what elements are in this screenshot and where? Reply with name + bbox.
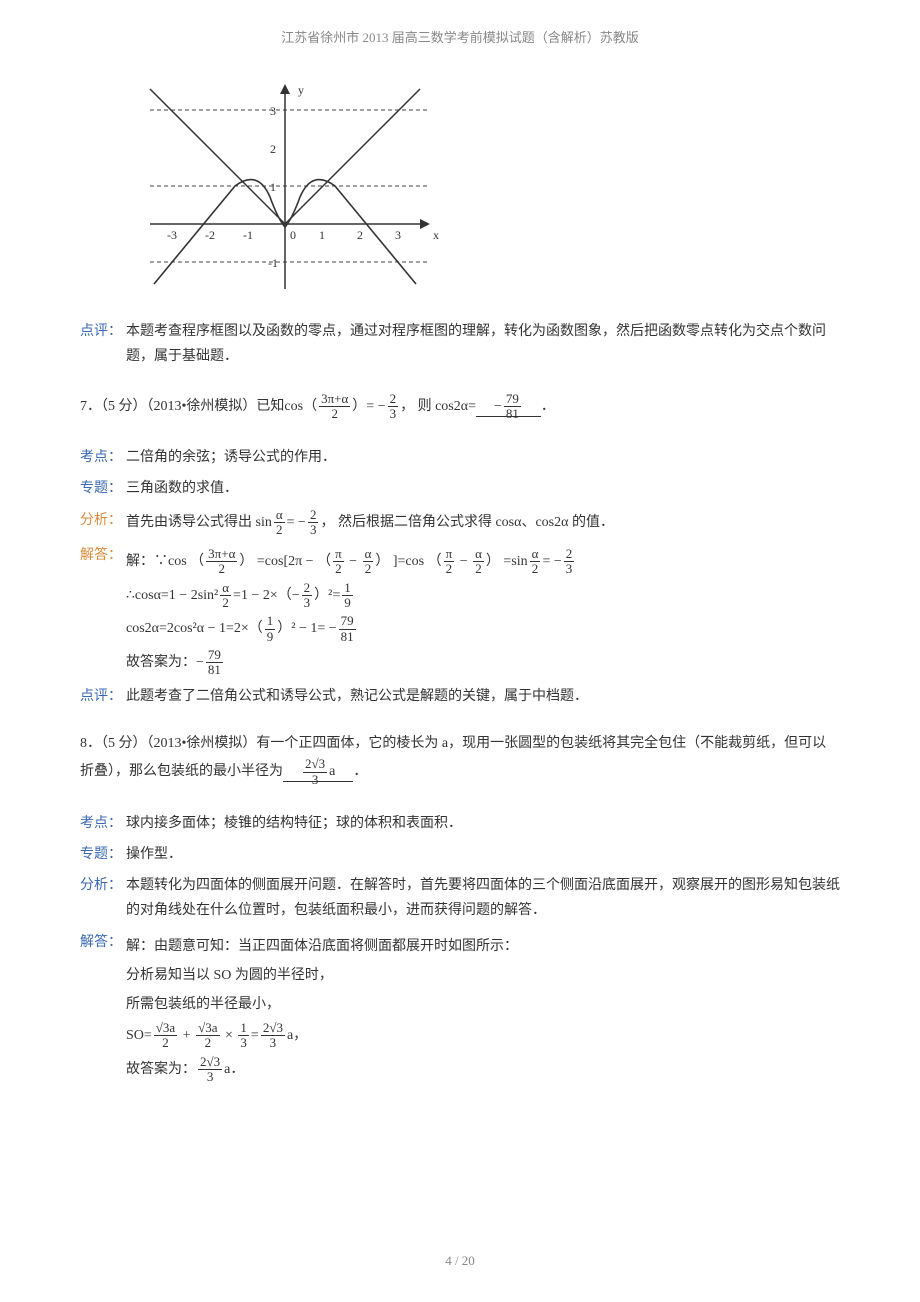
q8-j4: SO=√3a2 + √3a2 × 13=2√33a，	[126, 1021, 840, 1051]
q7-frac-rhs: 23	[388, 392, 399, 422]
svg-text:1: 1	[270, 180, 276, 194]
q7-jieda-content: 解：∵cos （3π+α2） =cos[2π − （π2 − α2） ]=cos…	[126, 543, 840, 677]
svg-text:2: 2	[357, 228, 363, 242]
q8-zhuanti-row: 专题： 操作型．	[80, 842, 840, 867]
svg-text:3: 3	[270, 104, 276, 118]
svg-text:y: y	[298, 83, 304, 97]
svg-text:1: 1	[319, 228, 325, 242]
q8-jieda-row: 解答： 解：由题意可知：当正四面体沿底面将侧面都展开时如图所示： 分析易知当以 …	[80, 930, 840, 1085]
function-graph: -3 -2 -1 0 1 2 3 x 1 2 3 -1 y	[140, 79, 840, 299]
q7-zhuanti-text: 三角函数的求值．	[126, 476, 840, 501]
q7-zhuanti-row: 专题： 三角函数的求值．	[80, 476, 840, 501]
q7-kaodian-label: 考点：	[80, 445, 126, 470]
q7-then: ， 则 cos2α=	[400, 399, 476, 414]
svg-text:x: x	[433, 228, 439, 242]
q7-step3: cos2α=2cos²α − 1=2×（19）² − 1= −7981	[126, 614, 840, 644]
q6-comment-text: 本题考查程序框图以及函数的零点，通过对程序框图的理解，转化为函数图象，然后把函数…	[126, 319, 840, 369]
q8-j5: 故答案为：2√33a．	[126, 1055, 840, 1085]
q7-end: ．	[541, 399, 555, 414]
q8-zhuanti-text: 操作型．	[126, 842, 840, 867]
q6-comment-label: 点评：	[80, 319, 126, 369]
q7-fenxi-row: 分析： 首先由诱导公式得出 sinα2= −23， 然后根据二倍角公式求得 co…	[80, 508, 840, 538]
graph-svg: -3 -2 -1 0 1 2 3 x 1 2 3 -1 y	[140, 79, 440, 291]
q8-j2: 分析易知当以 SO 为圆的半径时，	[126, 963, 840, 988]
q7-jieda-row: 解答： 解：∵cos （3π+α2） =cos[2π − （π2 − α2） ]…	[80, 543, 840, 677]
q7-jieda-label: 解答：	[80, 543, 126, 677]
q7-step1: 解：∵cos （3π+α2） =cos[2π − （π2 − α2） ]=cos…	[126, 547, 840, 577]
q8-zhuanti-label: 专题：	[80, 842, 126, 867]
q8-fenxi-row: 分析： 本题转化为四面体的侧面展开问题．在解答时，首先要将四面体的三个侧面沿底面…	[80, 873, 840, 923]
q8-fenxi-label: 分析：	[80, 873, 126, 923]
q8-text: 8．（5 分）（2013•徐州模拟）有一个正四面体，它的棱长为 a，现用一张圆型…	[80, 736, 826, 780]
q7-statement: 7．（5 分）（2013•徐州模拟）已知cos（3π+α2）= −23， 则 c…	[80, 392, 840, 422]
page-header: 江苏省徐州市 2013 届高三数学考前模拟试题（含解析）苏教版	[80, 28, 840, 49]
q7-zhuanti-label: 专题：	[80, 476, 126, 501]
q8-j3: 所需包装纸的半径最小，	[126, 992, 840, 1017]
q8-answer: 2√33a	[283, 764, 353, 782]
q7-step4: 故答案为：−7981	[126, 648, 840, 678]
q7-dianping-row: 点评： 此题考查了二倍角公式和诱导公式，熟记公式是解题的关键，属于中档题．	[80, 684, 840, 709]
q7-dianping-text: 此题考查了二倍角公式和诱导公式，熟记公式是解题的关键，属于中档题．	[126, 684, 840, 709]
q8-kaodian-row: 考点： 球内接多面体；棱锥的结构特征；球的体积和表面积．	[80, 811, 840, 836]
q7-fenxi-text: 首先由诱导公式得出 sinα2= −23， 然后根据二倍角公式求得 cosα、c…	[126, 508, 840, 538]
q8-fenxi-text: 本题转化为四面体的侧面展开问题．在解答时，首先要将四面体的三个侧面沿底面展开，观…	[126, 873, 840, 923]
svg-text:0: 0	[290, 228, 296, 242]
q8-jieda-content: 解：由题意可知：当正四面体沿底面将侧面都展开时如图所示： 分析易知当以 SO 为…	[126, 930, 840, 1085]
q7-text-a: 7．（5 分）（2013•徐州模拟）已知	[80, 399, 284, 414]
q7-fenxi-label: 分析：	[80, 508, 126, 538]
q8-statement: 8．（5 分）（2013•徐州模拟）有一个正四面体，它的棱长为 a，现用一张圆型…	[80, 731, 840, 787]
q7-step2: ∴cosα=1 − 2sin²α2=1 − 2×（−23）²=19	[126, 581, 840, 611]
q6-comment-row: 点评： 本题考查程序框图以及函数的零点，通过对程序框图的理解，转化为函数图象，然…	[80, 319, 840, 369]
q8-jieda-label: 解答：	[80, 930, 126, 1085]
q7-kaodian-row: 考点： 二倍角的余弦；诱导公式的作用．	[80, 445, 840, 470]
page-footer: 4 / 20	[0, 1251, 920, 1272]
q8-j1: 解：由题意可知：当正四面体沿底面将侧面都展开时如图所示：	[126, 934, 840, 959]
svg-text:3: 3	[395, 228, 401, 242]
q8-end: ．	[353, 764, 367, 779]
q7-answer: −7981	[476, 399, 541, 417]
svg-text:2: 2	[270, 142, 276, 156]
q7-mid: ）= −	[352, 399, 385, 414]
svg-text:-3: -3	[167, 228, 177, 242]
q8-kaodian-text: 球内接多面体；棱锥的结构特征；球的体积和表面积．	[126, 811, 840, 836]
q7-cos: cos	[284, 399, 303, 414]
svg-text:-2: -2	[205, 228, 215, 242]
q7-dianping-label: 点评：	[80, 684, 126, 709]
q8-kaodian-label: 考点：	[80, 811, 126, 836]
svg-text:-1: -1	[268, 256, 278, 270]
q7-frac1: 3π+α2	[319, 392, 350, 422]
q7-kaodian-text: 二倍角的余弦；诱导公式的作用．	[126, 445, 840, 470]
svg-text:-1: -1	[243, 228, 253, 242]
